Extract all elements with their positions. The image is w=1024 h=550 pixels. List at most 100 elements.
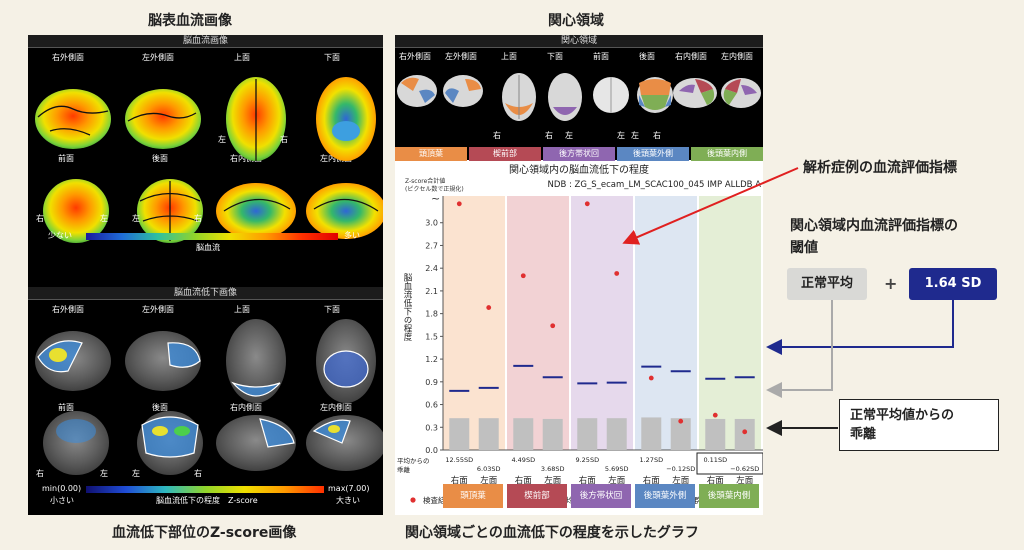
- right-char: 右: [194, 469, 202, 478]
- view-label: 前面: [593, 52, 609, 61]
- roi-index-title: 関心領域内血流評価指標の 閾値: [790, 215, 958, 259]
- scale-label: 脳血流: [196, 243, 220, 252]
- caption-zscore: 血流低下部位のZ-score画像: [112, 525, 297, 541]
- z-brain-left-lateral: [125, 331, 201, 391]
- view-label: 下面: [324, 305, 340, 314]
- y-tick-label: 0.9: [425, 378, 438, 387]
- view-label: 前面: [58, 403, 74, 412]
- test-result-point: [486, 305, 492, 310]
- deviation-value: −0.62SD: [730, 465, 759, 473]
- region-band: [699, 196, 761, 450]
- test-result-point: [550, 323, 556, 329]
- roi-brain-images: [397, 73, 761, 121]
- region-box-posterior-cingulate: 後方帯状回: [571, 484, 631, 508]
- region-label-parietal: 頭頂葉: [395, 147, 467, 161]
- region-box-lateral-occipital: 後頭葉外側: [635, 484, 695, 508]
- y-tick-label: 0.0: [425, 446, 438, 455]
- z-brain-anterior: [43, 411, 109, 475]
- caption-roi: 関心領域: [548, 13, 604, 29]
- brain-right-lateral: [35, 89, 111, 149]
- control-mean-bar: [513, 418, 534, 450]
- side-label: 右面: [707, 475, 725, 486]
- left-char: 左: [132, 214, 140, 223]
- score-note: (ピクセル数で正規化): [405, 185, 464, 193]
- view-label: 左内側面: [320, 403, 352, 412]
- deviation-value: −0.12SD: [666, 465, 695, 473]
- z-brain-posterior: [137, 411, 203, 475]
- caption-graph: 関心領域ごとの血流低下の程度を示したグラフ: [405, 525, 699, 541]
- side-label: 右面: [515, 475, 533, 486]
- deviation-row-label: 乖離: [397, 465, 411, 474]
- chart-subtitle: NDB : ZG_S_ecam_LM_SCAC100_045 IMP ALLDB…: [548, 180, 762, 190]
- y-tick-label: 2.4: [425, 264, 438, 273]
- left-char: 左: [218, 135, 226, 144]
- right-char: 右: [280, 135, 288, 144]
- roi-brain-superior: [502, 73, 536, 121]
- control-mean-bar: [670, 418, 691, 450]
- view-label: 前面: [58, 154, 74, 163]
- roi-header: 関心領域 右外側面 左外側面 上面 下面 前面 後面 右内側面 左内側面: [395, 35, 763, 160]
- left-char: 左: [100, 469, 108, 478]
- view-label: 後面: [152, 403, 168, 412]
- view-label: 右外側面: [52, 305, 84, 314]
- left-char: 左: [631, 131, 639, 140]
- scale-label: 脳血流低下の程度 Z-score: [156, 496, 258, 505]
- side-label: 右面: [451, 475, 469, 486]
- side-label: 左面: [544, 475, 562, 486]
- legend-test-result: 検査結果: [423, 495, 453, 505]
- test-result-point: [584, 201, 590, 207]
- test-result-point: [648, 375, 654, 381]
- scale-min-label: min(0.00): [42, 484, 82, 493]
- region-label-precuneus: 楔前部: [469, 147, 541, 161]
- view-label: 上面: [234, 53, 250, 62]
- test-result-point: [456, 201, 462, 207]
- left-char: 左: [565, 131, 573, 140]
- control-mean-bar: [577, 418, 598, 450]
- roi-brain-left-lateral: [443, 75, 483, 107]
- view-label: 後面: [152, 154, 168, 163]
- view-label: 左外側面: [142, 53, 174, 62]
- right-char: 右: [36, 469, 44, 478]
- test-result-point: [614, 271, 620, 276]
- region-box-medial-occipital: 後頭葉内側: [699, 484, 759, 508]
- brain-right-medial: [216, 183, 296, 239]
- region-label-posterior-cingulate: 後方帯状回: [543, 147, 615, 161]
- side-label: 左面: [736, 475, 754, 486]
- z-brain-superior: [226, 319, 286, 403]
- view-label: 右外側面: [399, 52, 431, 61]
- scale-low-label: 小さい: [50, 496, 74, 505]
- cbf-decrease-title: 脳血流低下画像: [28, 287, 383, 300]
- sd-box: 1.64 SD: [909, 268, 997, 300]
- arrow-to-control-mean: [766, 300, 833, 398]
- view-label: 上面: [501, 52, 517, 61]
- roi-index-title-line2: 閾値: [790, 240, 818, 256]
- test-result-point: [742, 429, 748, 435]
- view-label: 上面: [234, 305, 250, 314]
- control-mean-bar: [542, 418, 563, 450]
- chart-title: 関心領域内の脳血流低下の程度: [509, 163, 649, 176]
- brain-left-medial: [306, 183, 383, 239]
- deviation-value: 4.49SD: [511, 456, 535, 464]
- y-tick-label: 0.6: [425, 401, 438, 410]
- cbf-brain-images: [35, 77, 383, 243]
- zscore-brain-images: [35, 319, 383, 475]
- test-result-point: [520, 273, 526, 279]
- roi-index-title-line1: 関心領域内血流評価指標の: [790, 218, 958, 234]
- view-label: 右内側面: [675, 52, 707, 61]
- test-result-point: [678, 418, 684, 424]
- deviation-value: 0.11SD: [703, 456, 727, 464]
- roi-graph-panel: 関心領域 右外側面 左外側面 上面 下面 前面 後面 右内側面 左内側面: [395, 35, 763, 515]
- side-label: 右面: [579, 475, 597, 486]
- control-mean-bar: [734, 418, 755, 450]
- deviation-box: 正常平均値からの 乖離: [839, 399, 999, 451]
- deviation-value: 12.55SD: [445, 456, 473, 464]
- caption-brain-surface: 脳表血流画像: [148, 13, 232, 29]
- right-char: 右: [545, 131, 553, 140]
- left-char: 左: [617, 131, 625, 140]
- test-result-point: [712, 412, 718, 418]
- right-char: 右: [653, 131, 661, 140]
- normal-mean-box: 正常平均: [787, 268, 867, 300]
- left-char: 左: [132, 469, 140, 478]
- region-band: [507, 196, 569, 450]
- y-tick-label: 2.1: [425, 287, 438, 296]
